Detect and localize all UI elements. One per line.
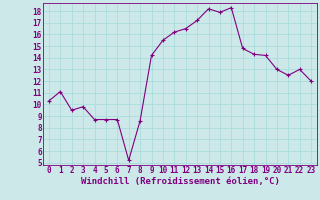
X-axis label: Windchill (Refroidissement éolien,°C): Windchill (Refroidissement éolien,°C) — [81, 177, 279, 186]
